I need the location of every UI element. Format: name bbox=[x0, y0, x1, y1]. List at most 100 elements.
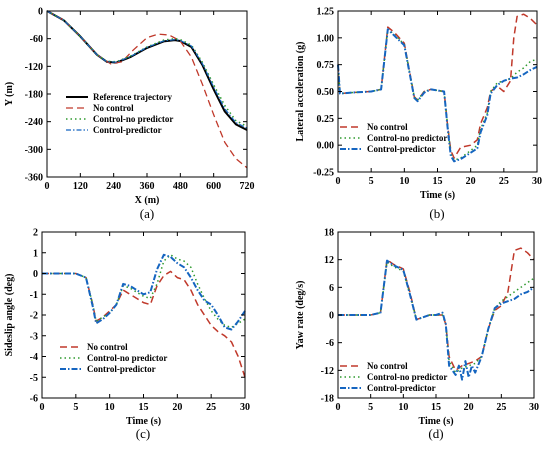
chart-panel-2: 0 5 10 15 20 25 30 -0.25 0.00 0.25 0.50 0.75 1.00 1.2… bbox=[295, 7, 542, 222]
x-tick-label: 120 bbox=[73, 181, 88, 192]
x-tick-label: 15 bbox=[431, 402, 441, 413]
x-tick-label: 720 bbox=[240, 181, 255, 192]
series-line-2 bbox=[42, 254, 246, 329]
y-tick-label: 0.50 bbox=[317, 87, 335, 98]
x-tick-label: 15 bbox=[433, 176, 443, 187]
legend-label-3: Control-predictor bbox=[367, 144, 436, 154]
legend-label-2: Control-no predictor bbox=[367, 372, 447, 382]
x-tick-label: 30 bbox=[529, 402, 539, 413]
y-tick-label: -5 bbox=[30, 373, 38, 384]
y-tick-label: 0.25 bbox=[317, 114, 335, 125]
y-tick-label: 1.00 bbox=[317, 33, 335, 44]
y-tick-label: 18 bbox=[324, 228, 334, 239]
legend-label-1: No control bbox=[367, 361, 408, 371]
series-line-3 bbox=[46, 10, 248, 127]
series-line-1 bbox=[42, 270, 246, 378]
series-line-3 bbox=[337, 28, 538, 163]
x-axis-label: Time (s) bbox=[126, 416, 161, 427]
legend-label-4: Control-predictor bbox=[93, 125, 162, 135]
y-tick-label: 0 bbox=[38, 7, 43, 18]
x-tick-label: 30 bbox=[240, 402, 250, 413]
legend-label-3: Control-predictor bbox=[87, 364, 156, 374]
y-tick-label: -3 bbox=[30, 331, 38, 342]
x-tick-label: 5 bbox=[73, 402, 78, 413]
y-tick-label: -120 bbox=[25, 62, 43, 73]
series-group bbox=[42, 253, 246, 378]
x-tick-label: 30 bbox=[532, 176, 542, 187]
x-tick-label: 25 bbox=[499, 176, 509, 187]
y-tick-label: -60 bbox=[30, 34, 43, 45]
x-tick-label: 360 bbox=[140, 181, 155, 192]
x-tick-label: 480 bbox=[173, 181, 188, 192]
y-tick-label: -360 bbox=[25, 173, 43, 184]
y-tick-label: 0.75 bbox=[317, 60, 335, 71]
y-tick-label: -0.25 bbox=[313, 168, 334, 179]
series-group bbox=[337, 13, 538, 163]
legend-label-3: Control-predictor bbox=[367, 383, 436, 393]
y-tick-label: 1.25 bbox=[317, 7, 335, 18]
series-line-1 bbox=[46, 10, 248, 131]
x-tick-label: 600 bbox=[206, 181, 221, 192]
y-tick-label: -6 bbox=[326, 338, 334, 349]
x-axis-label: Time (s) bbox=[418, 416, 453, 427]
y-tick-label: -4 bbox=[30, 352, 38, 363]
legend-label-3: Control-no predictor bbox=[93, 114, 173, 124]
legend-label-2: Control-no predictor bbox=[367, 133, 447, 143]
series-line-2 bbox=[338, 261, 535, 374]
x-tick-label: 240 bbox=[106, 181, 121, 192]
y-axis-label: Sideslip angle (deg) bbox=[4, 274, 15, 357]
x-tick-label: 0 bbox=[40, 402, 45, 413]
y-tick-label: -240 bbox=[25, 117, 43, 128]
x-tick-label: 15 bbox=[139, 402, 149, 413]
legend-label-2: No control bbox=[93, 103, 134, 113]
y-tick-label: 0.00 bbox=[317, 141, 335, 152]
chart-panel-1: 0 120 240 360 480 600 720 0 -60 -120 -180 -240 -300 -… bbox=[4, 7, 255, 222]
y-tick-label: -1 bbox=[30, 290, 38, 301]
x-tick-label: 5 bbox=[368, 402, 373, 413]
y-axis-label: Y (m) bbox=[4, 82, 15, 106]
y-tick-label: -12 bbox=[321, 366, 334, 377]
x-tick-label: 25 bbox=[206, 402, 216, 413]
series-group bbox=[46, 10, 248, 169]
y-tick-label: 1 bbox=[33, 248, 38, 259]
panel-label: (b) bbox=[429, 206, 444, 221]
x-axis-label: Time (s) bbox=[420, 190, 455, 201]
y-tick-label: -18 bbox=[321, 394, 334, 405]
y-tick-label: -6 bbox=[30, 394, 38, 405]
series-line-3 bbox=[338, 259, 535, 381]
series-line-4 bbox=[46, 10, 248, 129]
y-tick-label: 2 bbox=[33, 228, 38, 239]
y-tick-label: 0 bbox=[33, 269, 38, 280]
x-tick-label: 5 bbox=[369, 176, 374, 187]
legend-label-1: No control bbox=[87, 342, 128, 352]
panel-label: (c) bbox=[136, 426, 150, 441]
legend-label-1: Reference trajectory bbox=[93, 92, 173, 102]
legend-label-2: Control-no predictor bbox=[87, 353, 167, 363]
x-tick-label: 20 bbox=[172, 402, 182, 413]
series-line-3 bbox=[42, 253, 246, 331]
y-tick-label: 0 bbox=[329, 311, 334, 322]
y-tick-label: -2 bbox=[30, 311, 38, 322]
panel-label: (a) bbox=[140, 206, 154, 221]
series-line-1 bbox=[338, 247, 535, 372]
x-axis-label: X (m) bbox=[135, 195, 160, 206]
y-tick-label: -300 bbox=[25, 145, 43, 156]
x-tick-label: 20 bbox=[464, 402, 474, 413]
y-tick-label: 12 bbox=[324, 255, 334, 266]
x-tick-label: 0 bbox=[336, 402, 341, 413]
panel-label: (d) bbox=[428, 426, 443, 441]
y-tick-label: 6 bbox=[329, 283, 334, 294]
x-tick-label: 0 bbox=[336, 176, 341, 187]
chart-panel-4: 0 5 10 15 20 25 30 18 12 6 0 -6 -12 -18 Time (s) Yaw ra… bbox=[295, 228, 539, 442]
y-tick-label: -180 bbox=[25, 90, 43, 101]
series-group bbox=[338, 247, 535, 381]
x-tick-label: 20 bbox=[466, 176, 476, 187]
x-tick-label: 0 bbox=[45, 181, 50, 192]
x-tick-label: 10 bbox=[105, 402, 115, 413]
